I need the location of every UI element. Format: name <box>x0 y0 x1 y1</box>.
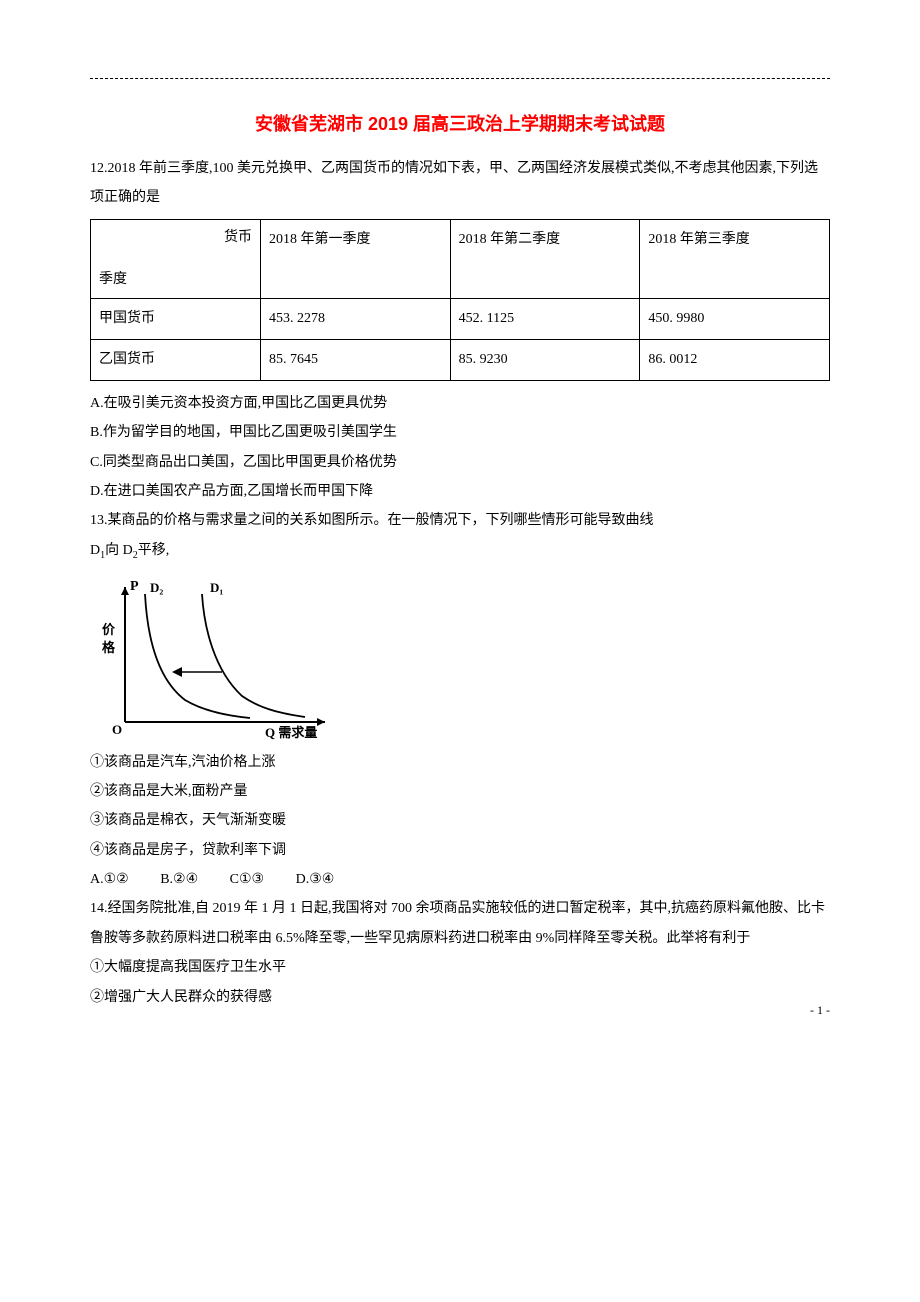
q13-intro-a: 13.某商品的价格与需求量之间的关系如图所示。在一般情况下，下列哪些情形可能导致… <box>90 513 654 528</box>
cell: 86. 0012 <box>640 339 830 380</box>
d1-prefix: D <box>90 543 100 558</box>
q13-item-3: ③该商品是棉衣，天气渐渐变暖 <box>90 806 830 835</box>
svg-text:O: O <box>112 722 122 737</box>
row-label: 乙国货币 <box>91 339 261 380</box>
table-row: 甲国货币 453. 2278 452. 1125 450. 9980 <box>91 298 830 339</box>
row-label: 甲国货币 <box>91 298 261 339</box>
q14-intro: 14.经国务院批准,自 2019 年 1 月 1 日起,我国将对 700 余项商… <box>90 894 830 953</box>
q12-option-b: B.作为留学目的地国，甲国比乙国更吸引美国学生 <box>90 418 830 447</box>
svg-text:格: 格 <box>102 640 116 655</box>
q13-chart: P D₂ D₁ 价 格 O Q 需求量 <box>90 572 830 742</box>
cell: 452. 1125 <box>450 298 640 339</box>
svg-text:P: P <box>130 579 139 594</box>
col-header: 2018 年第二季度 <box>450 219 640 298</box>
q13-opt-b: B.②④ <box>160 865 198 894</box>
q12-option-c: C.同类型商品出口美国，乙国比甲国更具价格优势 <box>90 448 830 477</box>
q12-option-d: D.在进口美国农产品方面,乙国增长而甲国下降 <box>90 477 830 506</box>
q13-options: A.①② B.②④ C①③ D.③④ <box>90 865 830 894</box>
table-head-currency: 货币 <box>224 224 252 252</box>
q13-item-2: ②该商品是大米,面粉产量 <box>90 777 830 806</box>
cell: 450. 9980 <box>640 298 830 339</box>
page: 安徽省芜湖市 2019 届高三政治上学期期末考试试题 12.2018 年前三季度… <box>0 0 920 1052</box>
table-row: 货币 季度 2018 年第一季度 2018 年第二季度 2018 年第三季度 <box>91 219 830 298</box>
q13-opt-d: D.③④ <box>296 865 335 894</box>
q13-item-4: ④该商品是房子，贷款利率下调 <box>90 836 830 865</box>
col-header: 2018 年第一季度 <box>260 219 450 298</box>
table-head-quarter: 季度 <box>99 266 127 294</box>
q14-item-1: ①大幅度提高我国医疗卫生水平 <box>90 953 830 982</box>
cell: 453. 2278 <box>260 298 450 339</box>
svg-text:价: 价 <box>102 622 116 637</box>
cell: 85. 7645 <box>260 339 450 380</box>
q13-opt-a: A.①② <box>90 865 129 894</box>
q13-intro: 13.某商品的价格与需求量之间的关系如图所示。在一般情况下，下列哪些情形可能导致… <box>90 506 830 535</box>
document-title: 安徽省芜湖市 2019 届高三政治上学期期末考试试题 <box>90 110 830 136</box>
q13-intro-line2: D1向 D2平移, <box>90 536 830 566</box>
q12-option-a: A.在吸引美元资本投资方面,甲国比乙国更具优势 <box>90 389 830 418</box>
table-row: 乙国货币 85. 7645 85. 9230 86. 0012 <box>91 339 830 380</box>
mid: 向 D <box>105 543 133 558</box>
svg-text:D₁: D₁ <box>210 580 223 595</box>
suffix: 平移, <box>138 543 170 558</box>
svg-text:D₂: D₂ <box>150 580 163 595</box>
cell: 85. 9230 <box>450 339 640 380</box>
q14-item-2: ②增强广大人民群众的获得感 <box>90 983 830 1012</box>
svg-text:Q 需求量: Q 需求量 <box>265 725 317 740</box>
q13-opt-c: C①③ <box>230 865 264 894</box>
q12-intro: 12.2018 年前三季度,100 美元兑换甲、乙两国货币的情况如下表，甲、乙两… <box>90 154 830 213</box>
col-header: 2018 年第三季度 <box>640 219 830 298</box>
page-number: - 1 - <box>810 1003 830 1018</box>
q12-table: 货币 季度 2018 年第一季度 2018 年第二季度 2018 年第三季度 甲… <box>90 219 830 381</box>
top-divider <box>90 78 830 79</box>
q13-item-1: ①该商品是汽车,汽油价格上涨 <box>90 748 830 777</box>
